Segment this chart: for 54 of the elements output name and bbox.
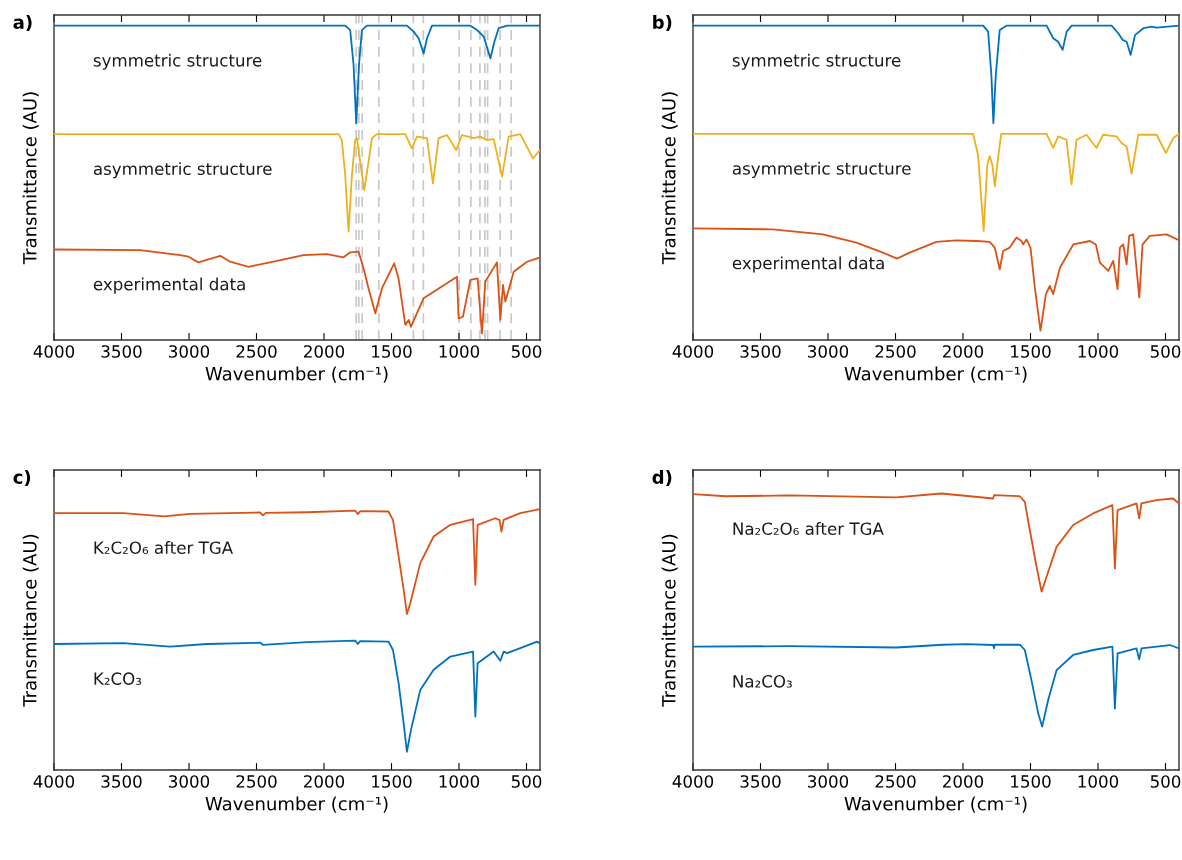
series-label: experimental data — [93, 277, 245, 294]
x-tick-label: 2500 — [875, 345, 916, 358]
x-tick-label: 2000 — [304, 345, 345, 358]
series-label: asymmetric structure — [732, 161, 911, 178]
x-tick-label: 3000 — [808, 775, 849, 788]
x-tick-label: 2000 — [304, 775, 345, 788]
x-tick-label: 500 — [1150, 775, 1181, 788]
x-tick-label: 1000 — [1078, 345, 1119, 358]
x-tick-label: 2000 — [943, 775, 984, 788]
chart-title: d) — [652, 470, 672, 487]
x-tick-label: 2000 — [943, 345, 984, 358]
series-label: asymmetric structure — [93, 162, 272, 179]
chart-title: b) — [653, 15, 672, 32]
x-tick-label: 2500 — [236, 345, 277, 358]
x-tick-label: 3000 — [808, 345, 849, 358]
x-axis-title: Wavenumber (cm⁻¹) — [844, 796, 1027, 813]
x-tick-label: 2500 — [236, 775, 277, 788]
series-label: experimental data — [732, 256, 884, 273]
x-tick-label: 3500 — [740, 345, 781, 358]
y-axis-title: Transmittance (AU) — [22, 534, 39, 707]
y-axis-title: Transmittance (AU) — [22, 92, 39, 265]
x-tick-label: 1000 — [1078, 775, 1119, 788]
x-tick-label: 1500 — [372, 345, 412, 358]
x-tick-label: 3500 — [101, 345, 142, 358]
x-tick-label: 500 — [1150, 345, 1181, 358]
x-axis-title: Wavenumber (cm⁻¹) — [205, 366, 388, 383]
series-label: symmetric structure — [93, 53, 262, 70]
x-tick-label: 500 — [511, 775, 542, 788]
x-tick-label: 2500 — [875, 775, 916, 788]
x-tick-label: 4000 — [33, 775, 75, 788]
chart-title: a) — [13, 15, 32, 32]
series-label: Na₂CO₃ — [733, 675, 792, 688]
series-label: symmetric structure — [732, 53, 901, 70]
x-tick-label: 3000 — [169, 775, 210, 788]
x-tick-label: 500 — [511, 345, 542, 358]
x-tick-label: 3500 — [740, 775, 781, 788]
y-axis-title: Transmittance (AU) — [661, 92, 678, 265]
x-tick-label: 1500 — [1011, 345, 1051, 358]
x-tick-label: 3000 — [169, 345, 210, 358]
x-tick-label: 4000 — [33, 345, 75, 358]
x-tick-label: 1500 — [1011, 775, 1051, 788]
x-tick-label: 1000 — [439, 345, 480, 358]
series-label: K₂CO₃ — [94, 672, 142, 685]
series-label: K₂C₂O₆ after TGA — [94, 541, 233, 554]
series-label: Na₂C₂O₆ after TGA — [733, 522, 884, 535]
x-tick-label: 3500 — [101, 775, 142, 788]
x-axis-title: Wavenumber (cm⁻¹) — [844, 366, 1027, 383]
x-tick-label: 1000 — [439, 775, 480, 788]
chart-title: c) — [13, 470, 31, 487]
x-tick-label: 1500 — [372, 775, 412, 788]
x-tick-label: 4000 — [672, 345, 714, 358]
x-tick-label: 4000 — [672, 775, 714, 788]
y-axis-title: Transmittance (AU) — [661, 534, 678, 707]
x-axis-title: Wavenumber (cm⁻¹) — [205, 796, 388, 813]
